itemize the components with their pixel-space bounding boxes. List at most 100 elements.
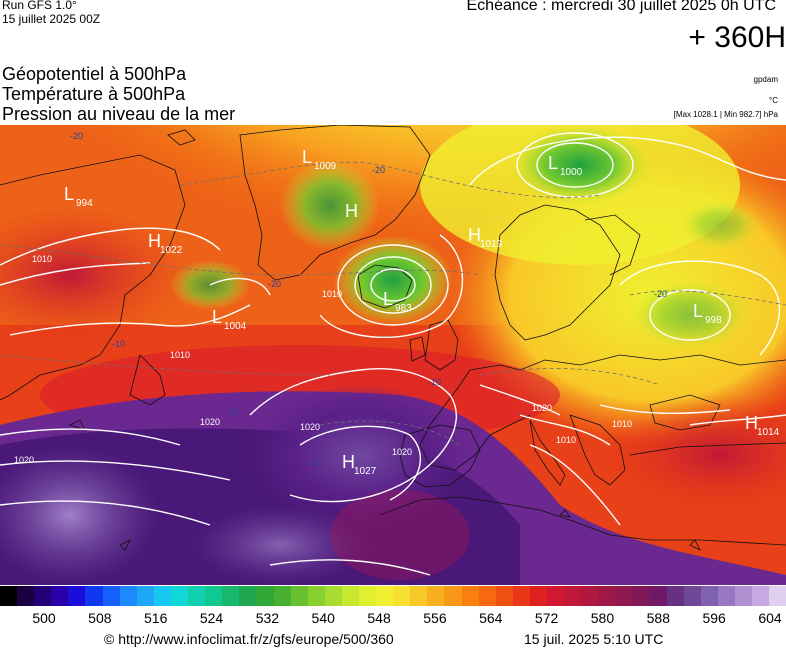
pressure-center-letter: H [468, 225, 481, 245]
color-scale-cell [700, 586, 718, 606]
color-scale-cell [34, 586, 52, 606]
color-scale-cell [17, 586, 35, 606]
color-scale-cell [85, 586, 103, 606]
pressure-center-low: L 1009 [302, 147, 337, 172]
color-scale-label: 572 [534, 610, 559, 626]
color-scale-label: 532 [255, 610, 280, 626]
color-scale-cell [136, 586, 154, 606]
pressure-center-high: H 1022 [148, 231, 183, 256]
isotherms [0, 161, 786, 446]
pressure-center-value: 998 [705, 315, 722, 326]
color-scale-cell [273, 586, 291, 606]
color-scale-cell [307, 586, 325, 606]
temperature-label: -20 [654, 289, 667, 299]
generation-timestamp: 15 juil. 2025 5:10 UTC [524, 631, 664, 647]
param-geopotential: Géopotentiel à 500hPa [2, 64, 187, 84]
isobar-label: 1020 [300, 422, 320, 432]
color-scale-cell [752, 586, 770, 606]
color-scale-label: 556 [423, 610, 447, 626]
color-scale-cell [341, 586, 359, 606]
forecast-valid-time: Echéance : mercredi 30 juillet 2025 0h U… [466, 0, 777, 14]
pressure-center-value: 1000 [560, 167, 583, 178]
color-scale-label: 548 [367, 610, 391, 626]
isobar-label: 1020 [14, 455, 34, 465]
pressure-center-value: 1004 [224, 321, 247, 332]
pressure-center-low: L 1000 [548, 153, 583, 178]
isobar-labels: 1010 1010 1010 1020 1020 1020 1020 1020 1010 1010 [14, 254, 632, 465]
temperature-label: -10 [308, 457, 321, 467]
color-scale-cell [358, 586, 377, 606]
isobar-label: 1010 [612, 419, 632, 429]
temperature-label: -20 [268, 279, 281, 289]
isobar-label: 1010 [556, 435, 576, 445]
pressure-center-high: H 1014 [745, 413, 780, 438]
pressure-center-letter: L [383, 289, 393, 309]
color-scale-cell [119, 586, 137, 606]
color-scale-label: 508 [88, 610, 112, 626]
color-scale-cell [598, 586, 616, 606]
color-scale-label: 604 [758, 610, 782, 626]
param-pressure: Pression au niveau de la mer [2, 104, 236, 124]
color-scale-cell [717, 586, 736, 606]
pressure-center-low: L 983 [383, 289, 412, 314]
color-scale-cell [564, 586, 582, 606]
unit-geopotential: gpdam [753, 75, 778, 84]
color-scale-label: 524 [199, 610, 224, 626]
color-scale-cell [393, 586, 411, 606]
color-scale-cell [188, 586, 206, 606]
color-scale-cell [495, 586, 513, 606]
color-scale-cell [683, 586, 701, 606]
temperature-labels: -20 -20 -20 -20 -10 -10 -10 -10 [70, 131, 667, 467]
pressure-center-value: 1014 [757, 427, 780, 438]
pressure-center-low: L 994 [64, 184, 93, 209]
color-scale-cell [290, 586, 308, 606]
pressure-center-value: 994 [76, 198, 93, 209]
color-scale-label: 564 [479, 610, 503, 626]
pressure-center-letter: L [64, 184, 74, 204]
color-scale-label: 540 [311, 610, 335, 626]
run-date: 15 juillet 2025 00Z [2, 12, 101, 26]
pressure-center-letter: L [212, 307, 222, 327]
temperature-label: -20 [372, 165, 385, 175]
isobar-label: 1020 [532, 403, 552, 413]
pressure-center-value: 1009 [314, 161, 337, 172]
isobar-label: 1020 [200, 417, 220, 427]
pressure-center-low: L 998 [693, 301, 722, 326]
color-scale-cell [170, 586, 189, 606]
color-scale-label: 588 [646, 610, 670, 626]
color-scale-cell [512, 586, 530, 606]
pressure-center-high: H 1027 [342, 452, 377, 477]
pressure-center-value: 1027 [354, 466, 377, 477]
temperature-label: -10 [226, 407, 239, 417]
pressure-center-letter: H [342, 452, 355, 472]
color-scale-cell [68, 586, 86, 606]
pressure-center-letter: H [148, 231, 161, 251]
color-scale-cell [461, 586, 479, 606]
color-scale-cell [632, 586, 650, 606]
pressure-center-value: 1019 [480, 239, 503, 250]
unit-temperature: °C [769, 96, 778, 105]
color-scale-cell [205, 586, 223, 606]
color-scale-label: 580 [590, 610, 615, 626]
color-scale-cell [478, 586, 496, 606]
color-scale-cell [410, 586, 428, 606]
color-scale-cell [239, 586, 257, 606]
color-scale-cell [649, 586, 667, 606]
isobar-label: 1010 [322, 289, 342, 299]
pressure-center-letter: H [745, 413, 758, 433]
color-scale-labels: 500 508 516 524 532 540 548 556 564 572 580 588 596 6… [0, 610, 786, 628]
color-scale-cell [51, 586, 69, 606]
pressure-center-letter: L [548, 153, 558, 173]
color-scale-label: 500 [32, 610, 56, 626]
color-scale-cell [547, 586, 565, 606]
forecast-hour: + 360H [688, 21, 786, 54]
color-scale-bar [0, 586, 786, 606]
temperature-label: -20 [70, 131, 83, 141]
color-scale-cell [256, 586, 274, 606]
pressure-center-value: 1022 [160, 245, 183, 256]
color-scale-cell [735, 586, 753, 606]
color-scale-label: 516 [144, 610, 168, 626]
pressure-center-letter: H [345, 201, 358, 221]
pressure-minmax: [Max 1028.1 | Min 982.7] hPa [673, 110, 778, 119]
